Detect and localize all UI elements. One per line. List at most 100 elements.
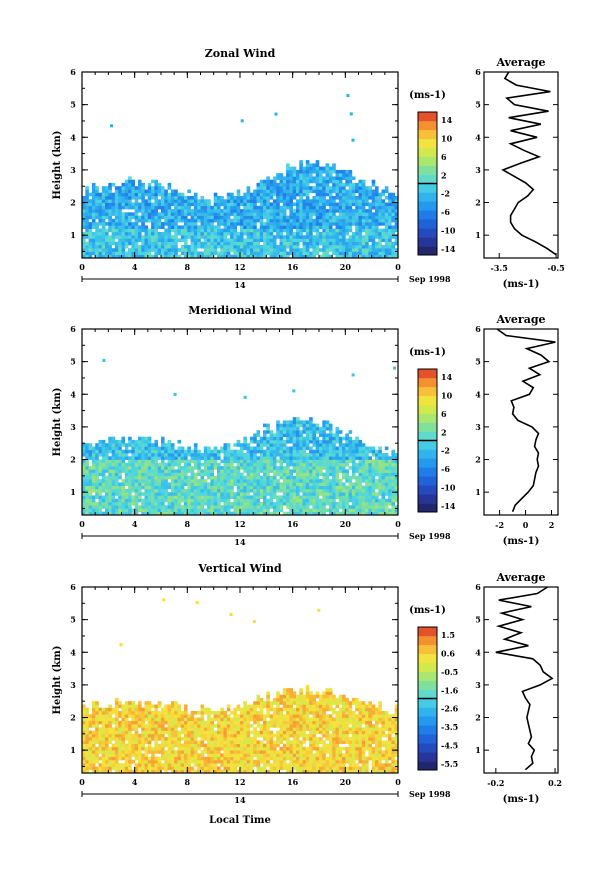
heatmap-cell [236,238,241,242]
heatmap-cell [305,426,310,431]
heatmap-cell [302,179,307,184]
heatmap-cell [240,199,244,203]
heatmap-cell [184,456,188,460]
heatmap-cell [259,469,264,473]
heatmap-cell [190,244,195,249]
heatmap-cell [111,182,116,187]
heatmap-cell [365,466,369,470]
heatmap-cell [98,498,103,503]
heatmap-cell [157,222,162,226]
heatmap-cell [147,730,152,735]
heatmap-cell [190,469,195,473]
heatmap-cell [328,511,333,516]
heatmap-cell [105,228,109,233]
heatmap-cell [141,235,145,239]
heatmap-cell [276,449,280,454]
heatmap-cell [128,254,132,259]
heatmap-cell [131,714,135,718]
heatmap-cell [342,196,346,200]
heatmap-cell [272,492,277,496]
heatmap-cell [249,485,254,490]
heatmap-cell [289,251,293,256]
heatmap-cell [338,446,343,451]
heatmap-cell [144,479,149,483]
heatmap-cell [289,192,293,197]
heatmap-cell [322,222,326,226]
heatmap-cell [82,218,86,223]
heatmap-cell [315,235,320,239]
heatmap-cell [243,436,247,441]
heatmap-cell [167,182,172,187]
heatmap-cell [151,479,155,483]
heatmap-cell [355,225,359,229]
heatmap-cell [213,466,218,470]
heatmap-cell [299,466,303,470]
heatmap-cell [263,449,267,454]
heatmap-cell [138,717,142,722]
colorbar-unit: (ms-1) [409,90,446,101]
heatmap-cell [240,475,244,480]
heatmap-cell [101,730,106,735]
heatmap-cell [210,482,214,486]
heatmap-cell [236,508,241,513]
heatmap-cell [292,235,297,239]
heatmap-cell [394,469,399,473]
heatmap-cell [243,241,247,246]
heatmap-cell [351,472,356,477]
heatmap-cell [111,205,116,210]
heatmap-cell [263,482,267,486]
heatmap-cell [351,511,356,516]
heatmap-cell [220,485,224,490]
heatmap-cell [299,199,303,203]
heatmap-cell [187,251,191,256]
heatmap-cell [384,186,389,190]
heatmap-cell [315,179,320,184]
heatmap-cell [332,446,336,451]
heatmap-cell [315,446,320,451]
heatmap-cell [259,189,264,194]
heatmap-cell [338,485,343,490]
heatmap-cell [263,505,267,509]
heatmap-cell [161,472,165,477]
heatmap-cell [325,482,330,486]
heatmap-cell [253,251,257,256]
heatmap-cell [348,430,353,434]
heatmap-cell [147,485,152,490]
heatmap-cell [371,199,376,203]
colorbar-swatch [418,201,437,211]
heatmap-cell [259,248,264,252]
heatmap-cell [144,707,149,712]
colorbar-tick-label: -10 [441,226,456,236]
heatmap-cell [348,244,353,249]
heatmap-cell [243,439,247,444]
heatmap-cell [256,449,261,454]
heatmap-cell [263,472,267,477]
heatmap-cell [101,750,106,754]
heatmap-cell [345,231,349,236]
heatmap-cell [249,479,254,483]
heatmap-cell [243,222,247,226]
heatmap-cell [319,443,323,447]
heatmap-cell [272,228,277,233]
heatmap-cell [200,228,205,233]
heatmap-cell [108,436,112,441]
heatmap-cell [134,472,139,477]
heatmap-cell [236,495,241,499]
heatmap-cell [207,485,211,490]
heatmap-cell [226,244,231,249]
heatmap-cell [279,508,284,513]
heatmap-cell [207,228,211,233]
heatmap-cell [230,248,234,252]
heatmap-cell [207,466,211,470]
heatmap-cell [315,479,320,483]
heatmap-cell [368,228,372,233]
heatmap-cell [289,196,293,200]
heatmap-cell [233,453,237,457]
heatmap-cell [180,202,185,207]
heatmap-cell [98,717,103,722]
heatmap-cell [378,508,382,513]
heatmap-cell [394,251,399,256]
heatmap-cell [332,196,336,200]
heatmap-cell [82,202,86,207]
